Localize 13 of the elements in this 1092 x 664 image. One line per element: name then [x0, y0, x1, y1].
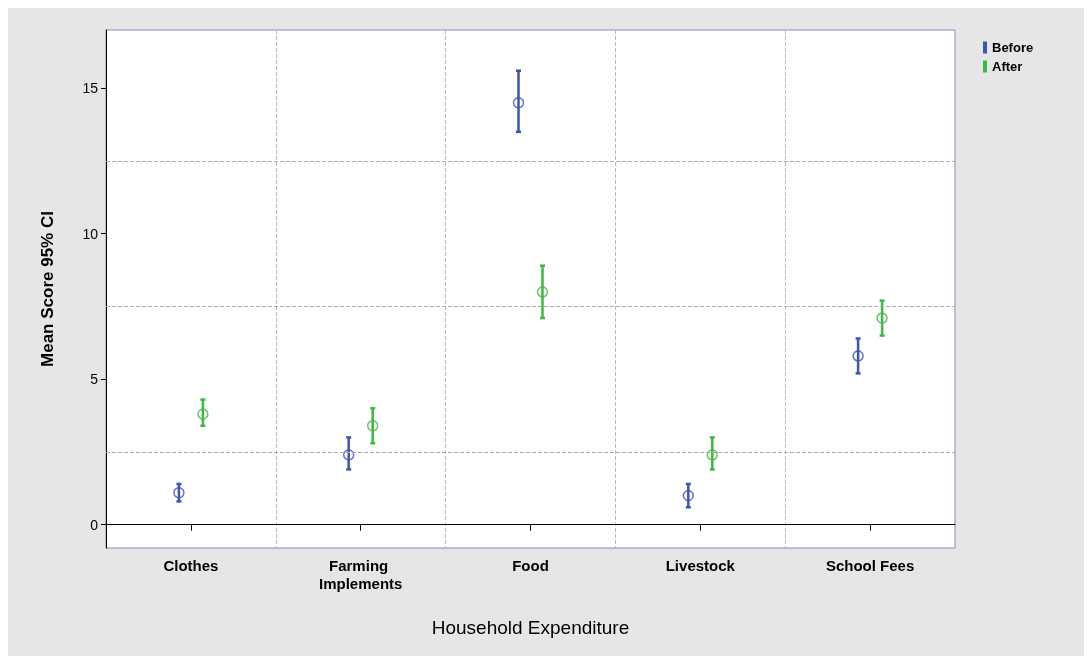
x-axis-title: Household Expenditure [431, 617, 630, 638]
y-tick-label: 10 [82, 225, 99, 242]
x-tick-label: Livestock [665, 556, 736, 574]
x-tick-label: School Fees [825, 556, 915, 574]
y-tick-label: 5 [90, 371, 99, 388]
x-tick-label: Farming Implements [319, 556, 403, 592]
y-axis-title: Mean Score 95% CI [38, 211, 57, 367]
x-tick-label: Clothes [163, 556, 219, 574]
x-tick-label: Food [512, 556, 549, 574]
legend-label: Before [992, 40, 1034, 55]
y-tick-label: 15 [82, 80, 99, 97]
legend-label: After [992, 59, 1023, 74]
y-tick-label: 0 [90, 516, 99, 533]
